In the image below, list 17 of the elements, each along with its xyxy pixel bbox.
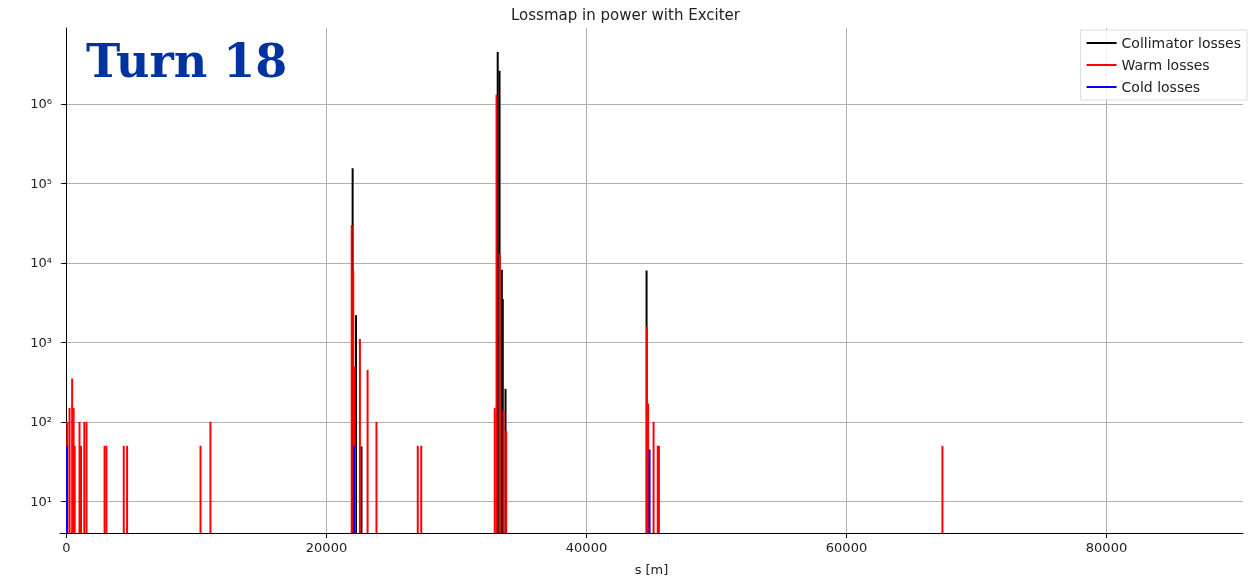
chart-title: Lossmap in power with Exciter [511, 5, 741, 24]
y-tick-label: 10⁶ [30, 96, 52, 112]
x-tick-label: 40000 [565, 540, 608, 555]
x-axis-title: s [m] [634, 562, 669, 577]
y-tick-label: 10⁵ [30, 175, 52, 191]
y-tick-label: 10³ [30, 334, 52, 350]
annotation: Turn 18 [86, 34, 288, 88]
y-tick-label: 10² [30, 414, 52, 430]
y-tick-label: 10¹ [30, 493, 52, 509]
x-tick-label: 60000 [825, 540, 868, 555]
legend-label: Warm losses [1121, 57, 1210, 73]
y-tick-label: 10⁴ [30, 255, 52, 271]
legend-label: Collimator losses [1121, 35, 1241, 51]
x-tick-label: 0 [62, 540, 71, 555]
x-tick-label: 80000 [1085, 540, 1128, 555]
x-tick-label: 20000 [305, 540, 348, 555]
legend-label: Cold losses [1121, 79, 1201, 95]
